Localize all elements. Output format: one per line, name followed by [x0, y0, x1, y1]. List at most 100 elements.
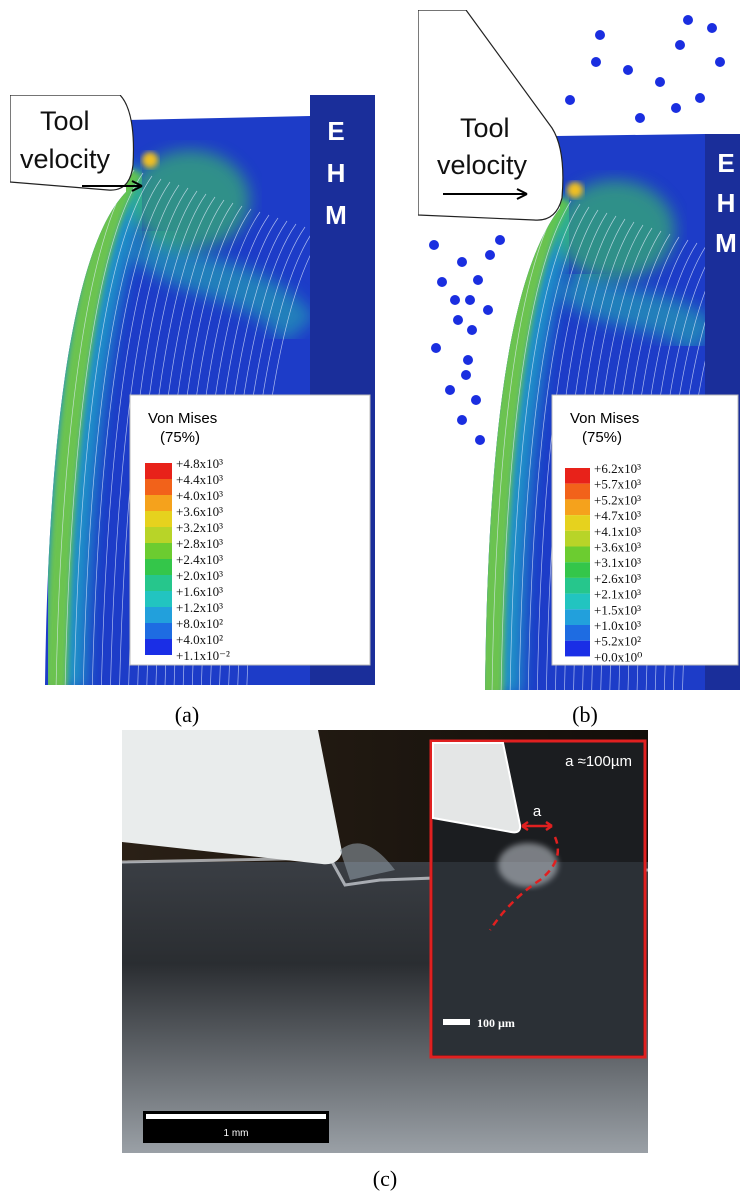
legend-label: +5.2x10³: [594, 492, 641, 507]
tool: [418, 10, 564, 221]
mesh-line: [527, 209, 599, 690]
particle: [457, 257, 467, 267]
region-label: M: [715, 228, 737, 258]
legend-label: +2.6x10³: [594, 571, 641, 586]
mesh-line: [509, 203, 581, 690]
stress-zone: [130, 150, 250, 250]
gap-label: a: [533, 803, 542, 820]
legend-label: +4.7x10³: [594, 508, 641, 523]
particle: [437, 277, 447, 287]
legend-label: +2.4x10³: [176, 552, 223, 567]
legend-label: +8.0x10²: [176, 616, 223, 631]
legend-swatch: [145, 623, 172, 639]
legend-swatch: [145, 559, 172, 575]
particle: [683, 15, 693, 25]
legend-label: +3.6x10³: [176, 504, 223, 519]
particle: [457, 415, 467, 425]
particle: [463, 355, 473, 365]
legend-swatch: [565, 499, 590, 516]
stress-diagonal: [127, 224, 316, 344]
tool: [10, 95, 135, 191]
particle: [461, 370, 471, 380]
mesh-line: [73, 175, 153, 685]
legend-title: (75%): [160, 429, 200, 446]
legend-swatch: [145, 575, 172, 591]
particle: [707, 23, 717, 33]
caption: (c): [373, 1166, 397, 1191]
legend-swatch: [565, 546, 590, 563]
mesh-line: [118, 190, 198, 685]
legend-label: +4.1x10³: [594, 524, 641, 539]
mesh-line: [536, 212, 608, 690]
legend-label: +2.0x10³: [176, 568, 223, 583]
scale-bar: 1 mm: [143, 1111, 329, 1143]
legend-label: +5.2x10²: [594, 634, 641, 649]
caption: (b): [572, 702, 598, 727]
mesh-line: [545, 215, 617, 690]
legend-swatch: [145, 463, 172, 479]
chip: [340, 843, 395, 880]
legend-swatch: [565, 530, 590, 547]
inset-scale-bar: [443, 1019, 470, 1025]
tool-label: velocity: [437, 150, 528, 180]
legend-label: +3.2x10³: [176, 520, 223, 535]
legend-title: Von Mises: [570, 410, 639, 427]
legend-label: +3.6x10³: [594, 540, 641, 555]
legend-label: +6.2x10³: [594, 461, 641, 476]
legend-label: +4.0x10²: [176, 632, 223, 647]
mesh-line: [91, 181, 171, 685]
mesh-line: [500, 200, 572, 690]
region-label: H: [717, 188, 736, 218]
legend-label: +4.4x10³: [176, 472, 223, 487]
legend-swatch: [145, 591, 172, 607]
particle: [565, 95, 575, 105]
velocity-arrow: [443, 188, 528, 200]
legend-label: +1.6x10³: [176, 584, 223, 599]
particle: [655, 77, 665, 87]
legend-swatch: [145, 511, 172, 527]
region-label: E: [717, 148, 734, 178]
stress-peak: [142, 152, 158, 168]
simulation: [418, 10, 740, 690]
particle: [475, 435, 485, 445]
legend-swatch: [565, 577, 590, 594]
legend-swatch: [565, 515, 590, 531]
legend-label: +0.0x10⁰: [594, 649, 642, 664]
legend-title: (75%): [582, 429, 622, 446]
legend-label: +2.8x10³: [176, 536, 223, 551]
legend-swatch: [145, 607, 172, 623]
particle: [485, 250, 495, 260]
particle: [453, 315, 463, 325]
scale-line: [146, 1114, 326, 1119]
legend-swatch: [145, 495, 172, 511]
legend-swatch: [565, 609, 590, 625]
particle: [591, 57, 601, 67]
shear-line: [488, 836, 560, 931]
stress-peak: [567, 182, 583, 198]
particle: [450, 295, 460, 305]
tool-photo: [122, 730, 342, 865]
legend-swatch: [565, 468, 590, 484]
inset-label: a ≈100µm: [565, 753, 632, 770]
particle: [429, 240, 439, 250]
legend-swatch: [565, 483, 590, 500]
mesh-line: [109, 187, 189, 685]
region-label: E: [327, 116, 344, 146]
particle: [431, 343, 441, 353]
region-label: H: [327, 158, 346, 188]
inset-tool: [432, 742, 522, 834]
legend-swatch: [145, 479, 172, 495]
legend-label: +4.8x10³: [176, 456, 223, 471]
caption: (a): [175, 702, 199, 727]
particle: [467, 325, 477, 335]
scale-label: 1 mm: [224, 1128, 249, 1139]
legend: Von Mises(75%)+6.2x10³+5.7x10³+5.2x10³+4…: [551, 394, 739, 666]
mesh-line: [518, 206, 590, 690]
legend-swatch: [565, 640, 590, 657]
particle: [445, 385, 455, 395]
legend-swatch: [145, 639, 172, 655]
particle: [495, 235, 505, 245]
particle: [695, 93, 705, 103]
